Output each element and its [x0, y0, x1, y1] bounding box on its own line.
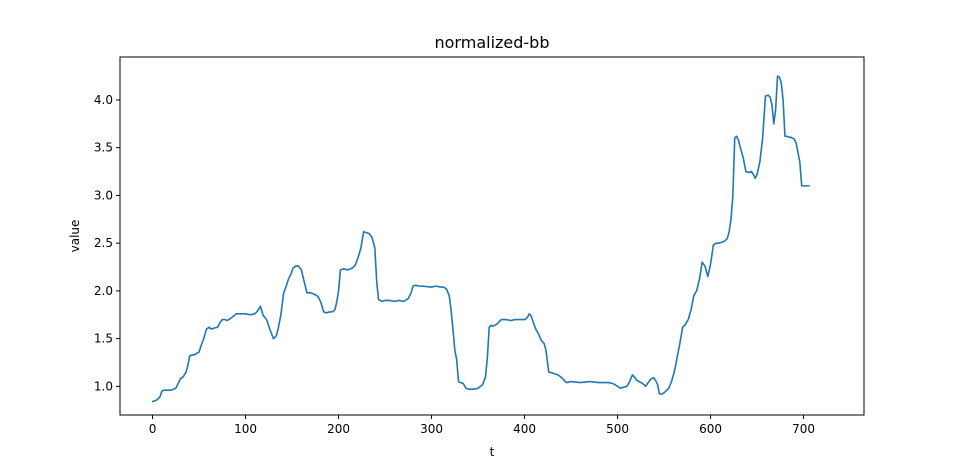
- x-tick-label: 300: [420, 422, 443, 436]
- x-tick-label: 0: [149, 422, 157, 436]
- y-tick-label: 1.0: [94, 379, 113, 393]
- x-tick-label: 700: [792, 422, 815, 436]
- y-tick-label: 1.5: [94, 332, 113, 346]
- y-tick-label: 3.0: [94, 188, 113, 202]
- chart-title: normalized-bb: [435, 33, 550, 52]
- y-tick-label: 2.0: [94, 284, 113, 298]
- x-tick-label: 600: [699, 422, 722, 436]
- series-layer: [151, 75, 810, 403]
- y-tick-label: 2.5: [94, 236, 113, 250]
- x-tick-label: 200: [327, 422, 350, 436]
- y-axis-label: value: [68, 220, 82, 253]
- y-tick-label: 3.5: [94, 141, 113, 155]
- x-axis-label: t: [490, 445, 495, 459]
- x-tick-label: 100: [234, 422, 257, 436]
- series-line-0: [151, 75, 810, 403]
- y-axis: 1.0 1.5 2.0 2.5 3.0 3.5 4.0: [94, 93, 120, 393]
- x-tick-label: 400: [513, 422, 536, 436]
- plot-frame: [119, 56, 865, 416]
- plot-area: [119, 56, 865, 416]
- y-tick-label: 4.0: [94, 93, 113, 107]
- x-axis: 0 100 200 300 400 500 600 700: [149, 415, 815, 436]
- x-tick-label: 500: [606, 422, 629, 436]
